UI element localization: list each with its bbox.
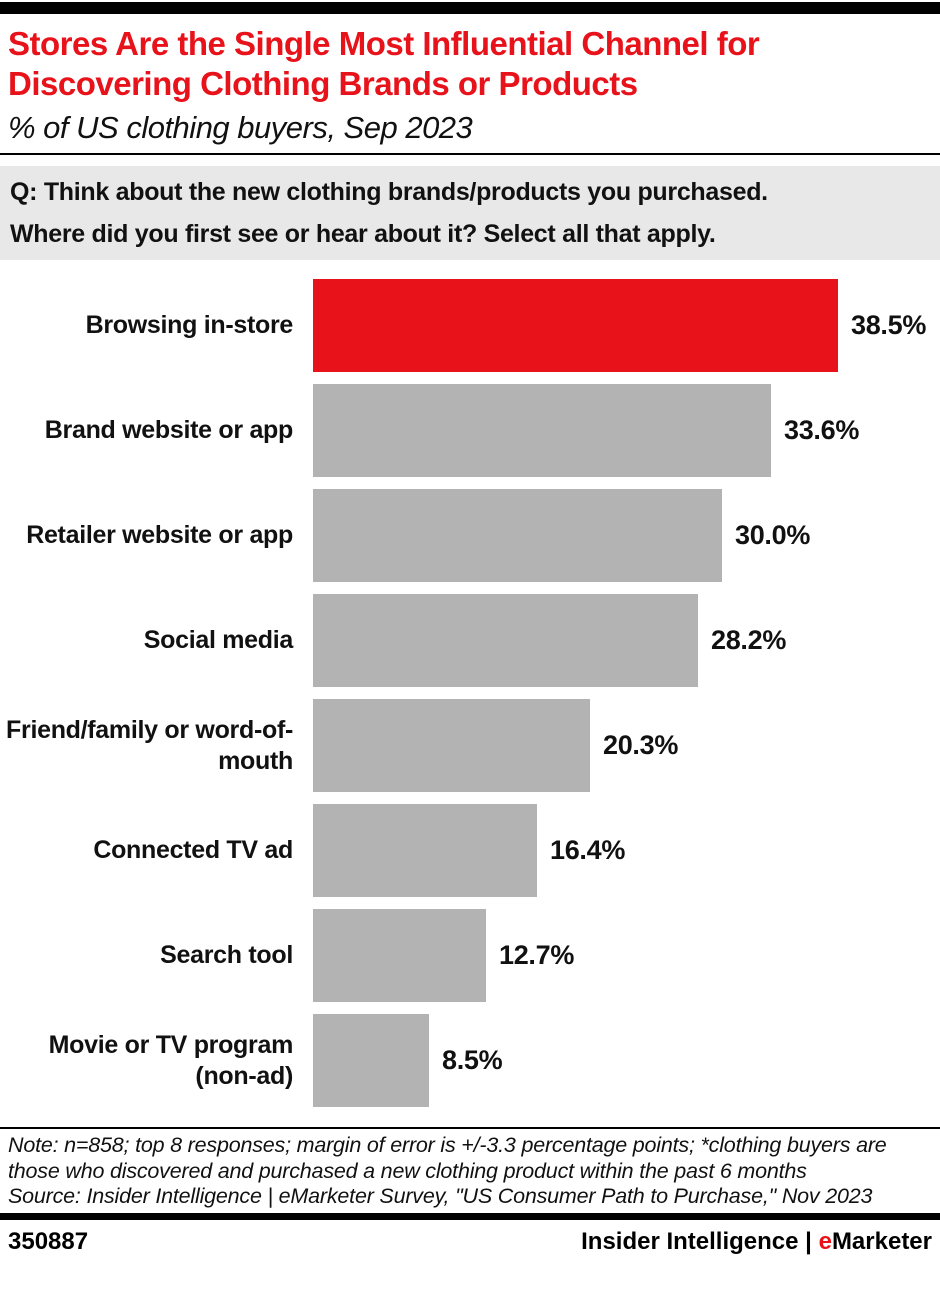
source-text: Source: Insider Intelligence | eMarketer… bbox=[8, 1184, 873, 1208]
bar bbox=[313, 804, 537, 897]
header-divider bbox=[0, 153, 940, 155]
bar-category-label: Social media bbox=[143, 626, 294, 654]
bar-category-label: Retailer website or app bbox=[26, 521, 293, 549]
bar-row: Search tool 12.7% bbox=[0, 909, 940, 1002]
top-black-bar bbox=[0, 2, 940, 14]
bar-track: 33.6% bbox=[313, 384, 940, 477]
survey-question-line-1: Q: Think about the new clothing brands/p… bbox=[10, 178, 768, 206]
bar-value-label: 8.5% bbox=[442, 1045, 503, 1075]
bar-value-label: 16.4% bbox=[550, 835, 626, 865]
bar bbox=[313, 1014, 429, 1107]
survey-question-band: Q: Think about the new clothing brands/p… bbox=[0, 166, 940, 260]
footer-black-bar bbox=[0, 1212, 940, 1220]
bar-value-label: 20.3% bbox=[603, 730, 679, 760]
bar bbox=[313, 909, 486, 1002]
bar-row: Retailer website or app 30.0% bbox=[0, 489, 940, 582]
brand-emarketer-e: e bbox=[818, 1227, 832, 1255]
chart-id: 350887 bbox=[8, 1227, 89, 1255]
bar-track: 38.5% bbox=[313, 279, 940, 372]
bar bbox=[313, 594, 698, 687]
bar bbox=[313, 384, 771, 477]
bar-row: Brand website or app 33.6% bbox=[0, 384, 940, 477]
bar-track: 30.0% bbox=[313, 489, 940, 582]
bar-row: Movie or TV program (non-ad) 8.5% bbox=[0, 1014, 940, 1107]
bar bbox=[313, 489, 722, 582]
bar-category-label: Brand website or app bbox=[44, 416, 294, 444]
bar-category-label: Movie or TV program (non-ad) bbox=[48, 1030, 294, 1090]
bar-value-label: 12.7% bbox=[499, 940, 575, 970]
bar-value-label: 30.0% bbox=[735, 520, 811, 550]
bar-category-label: Connected TV ad bbox=[93, 836, 293, 864]
brand-separator: | bbox=[798, 1227, 819, 1255]
survey-question-line-2: Where did you first see or hear about it… bbox=[10, 220, 716, 248]
bar bbox=[313, 279, 838, 372]
bar-track: 20.3% bbox=[313, 699, 940, 792]
bar-value-label: 33.6% bbox=[784, 415, 860, 445]
brand-emarketer-rest: Marketer bbox=[831, 1227, 932, 1255]
bar-row: Friend/family or word-of-mouth 20.3% bbox=[0, 699, 940, 792]
brand-logo: Insider Intelligence | eMarketer bbox=[581, 1228, 932, 1256]
bar-track: 16.4% bbox=[313, 804, 940, 897]
bar-category-label: Browsing in-store bbox=[85, 311, 294, 339]
bar-track: 28.2% bbox=[313, 594, 940, 687]
bar-row: Social media 28.2% bbox=[0, 594, 940, 687]
chart-header: Stores Are the Single Most Influential C… bbox=[0, 14, 940, 147]
brand-insider-intelligence: Insider Intelligence bbox=[581, 1227, 799, 1255]
bar-track: 12.7% bbox=[313, 909, 940, 1002]
bar-category-label: Search tool bbox=[160, 941, 293, 969]
bar-value-label: 38.5% bbox=[851, 310, 927, 340]
footer: 350887 Insider Intelligence | eMarketer bbox=[0, 1220, 940, 1256]
bar-row: Browsing in-store 38.5% bbox=[0, 279, 940, 372]
bar-chart: Browsing in-store 38.5% Brand website or a… bbox=[0, 279, 940, 1107]
footnote-section: Note: n=858; top 8 responses; margin of … bbox=[0, 1127, 940, 1210]
bar-row: Connected TV ad 16.4% bbox=[0, 804, 940, 897]
bar-value-label: 28.2% bbox=[711, 625, 787, 655]
chart-title: Stores Are the Single Most Influential C… bbox=[8, 25, 760, 102]
note-text: Note: n=858; top 8 responses; margin of … bbox=[8, 1133, 887, 1183]
bar-track: 8.5% bbox=[313, 1014, 940, 1107]
bar bbox=[313, 699, 590, 792]
bar-category-label: Friend/family or word-of-mouth bbox=[6, 715, 293, 775]
chart-subtitle: % of US clothing buyers, Sep 2023 bbox=[8, 110, 473, 145]
